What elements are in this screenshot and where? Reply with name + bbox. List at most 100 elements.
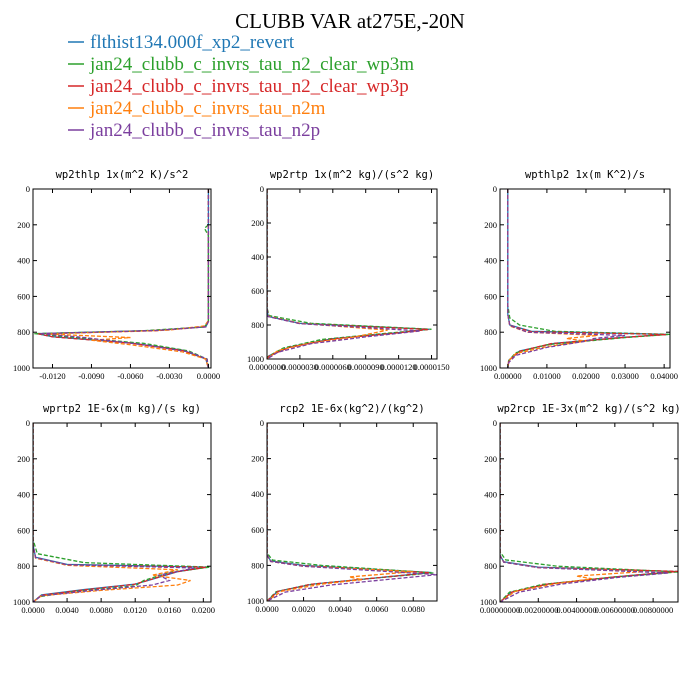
y-tick-label: 800 xyxy=(484,327,497,337)
plot-frame xyxy=(32,422,212,603)
x-tick-label: 0.0160 xyxy=(158,605,181,615)
series-line-0 xyxy=(36,189,210,368)
series-line-2 xyxy=(267,189,429,359)
y-tick-label: 600 xyxy=(484,291,497,301)
x-tick-label: 0.0000060 xyxy=(315,362,351,372)
y-tick-label: 200 xyxy=(484,454,497,464)
x-tick-label: 0.0020 xyxy=(292,604,315,614)
x-tick-label: 0.00800000 xyxy=(633,605,673,615)
x-tick-label: 0.0120 xyxy=(124,605,147,615)
panel-3: wprtp2 1E-6x(m kg)/(s kg) 0 200 400 600 800 10… xyxy=(13,403,215,615)
series-line-2 xyxy=(38,189,210,368)
x-tick-label: -0.0120 xyxy=(39,371,65,381)
series-line-4 xyxy=(500,423,669,602)
series-line-1 xyxy=(507,189,670,368)
y-tick-label: 1000 xyxy=(247,596,264,606)
y-tick-label: 200 xyxy=(251,454,264,464)
panel-4: rcp2 1E-6x(kg^2)/(kg^2) 0 200 400 600 800 1000… xyxy=(247,403,438,614)
y-tick-label: 0 xyxy=(493,418,497,428)
series-line-2 xyxy=(33,423,206,602)
y-tick-label: 200 xyxy=(484,220,497,230)
series-line-1 xyxy=(500,423,678,602)
series-line-1 xyxy=(34,189,210,368)
panel-title: wp2rtp 1x(m^2 kg)/(s^2 kg) xyxy=(270,169,434,181)
series-group xyxy=(34,189,210,368)
series-line-4 xyxy=(33,423,195,602)
series-group xyxy=(500,423,678,602)
x-tick-label: 0.04000 xyxy=(650,371,678,381)
x-tick-label: 0.0000150 xyxy=(413,362,449,372)
y-tick-label: 600 xyxy=(251,525,264,535)
series-group xyxy=(507,189,670,368)
y-tick-label: 600 xyxy=(17,525,30,535)
legend-entry-0: flthist134.000f_xp2_revert xyxy=(90,32,295,53)
plot-frame xyxy=(266,422,438,602)
x-tick-label: 0.0000120 xyxy=(381,362,417,372)
panel-title: wp2thlp 1x(m^2 K)/s^2 xyxy=(56,169,189,181)
y-tick-label: 200 xyxy=(251,218,264,228)
series-line-0 xyxy=(267,189,430,359)
legend-entry-3: jan24_clubb_c_invrs_tau_n2m xyxy=(89,98,326,119)
x-tick-label: 0.03000 xyxy=(611,371,639,381)
x-tick-label: -0.0060 xyxy=(117,371,143,381)
y-tick-label: 400 xyxy=(484,256,497,266)
y-tick-label: 1000 xyxy=(13,363,30,373)
panel-title: wpthlp2 1x(m K^2)/s xyxy=(525,169,645,181)
series-line-4 xyxy=(507,189,626,368)
y-tick-label: 400 xyxy=(17,490,30,500)
y-tick-label: 200 xyxy=(17,454,30,464)
x-tick-label: 0.0040 xyxy=(55,605,78,615)
y-tick-label: 800 xyxy=(17,327,30,337)
x-tick-label: 0.00400000 xyxy=(556,605,596,615)
x-tick-label: 0.0080 xyxy=(89,605,112,615)
y-tick-label: 600 xyxy=(17,291,30,301)
series-line-4 xyxy=(39,189,210,368)
series-group xyxy=(33,423,211,602)
y-tick-label: 600 xyxy=(484,525,497,535)
x-tick-label: 0.0000000 xyxy=(249,362,285,372)
y-tick-label: 800 xyxy=(251,320,264,330)
series-line-3 xyxy=(45,189,210,368)
plot-frame xyxy=(32,188,212,369)
legend-entry-1: jan24_clubb_c_invrs_tau_n2_clear_wp3m xyxy=(89,54,414,75)
series-line-1 xyxy=(267,423,434,601)
x-tick-label: 0.0200 xyxy=(192,605,215,615)
x-tick-label: -0.0090 xyxy=(78,371,104,381)
legend: flthist134.000f_xp2_revertjan24_clubb_c_… xyxy=(68,32,414,141)
y-tick-label: 0 xyxy=(26,184,30,194)
y-tick-label: 400 xyxy=(17,256,30,266)
x-tick-label: 0.00200000 xyxy=(518,605,558,615)
y-tick-label: 400 xyxy=(251,489,264,499)
y-tick-label: 400 xyxy=(251,252,264,262)
x-tick-label: 0.0040 xyxy=(328,604,351,614)
panel-title: rcp2 1E-6x(kg^2)/(kg^2) xyxy=(279,403,424,415)
series-line-0 xyxy=(33,423,208,602)
x-tick-label: 0.0000030 xyxy=(282,362,318,372)
plot-frame xyxy=(499,422,679,603)
x-tick-label: 0.01000 xyxy=(533,371,561,381)
panel-5: wp2rcp 1E-3x(m^2 kg)/(s^2 kg)0 200 400 600 8… xyxy=(480,403,681,615)
plot-frame xyxy=(499,188,671,369)
series-line-3 xyxy=(33,423,191,602)
series-line-4 xyxy=(267,423,437,601)
series-line-2 xyxy=(500,423,678,602)
x-tick-label: -0.0030 xyxy=(156,371,182,381)
x-tick-label: 0.0000090 xyxy=(348,362,384,372)
x-tick-label: 0.0080 xyxy=(402,604,425,614)
series-group xyxy=(267,423,437,601)
y-tick-label: 1000 xyxy=(247,354,264,364)
series-line-1 xyxy=(267,189,432,359)
x-tick-label: 0.0000 xyxy=(255,604,278,614)
series-line-3 xyxy=(500,423,644,602)
series-line-3 xyxy=(267,423,414,601)
y-tick-label: 0 xyxy=(260,184,264,194)
x-tick-label: 0.0060 xyxy=(365,604,388,614)
series-line-3 xyxy=(267,189,388,359)
x-tick-label: 0.0000 xyxy=(197,371,220,381)
series-line-1 xyxy=(33,423,211,602)
y-tick-label: 1000 xyxy=(480,363,497,373)
series-group xyxy=(267,189,432,359)
panel-title: wp2rcp 1E-3x(m^2 kg)/(s^2 kg) xyxy=(497,403,680,415)
y-tick-label: 0 xyxy=(493,184,497,194)
